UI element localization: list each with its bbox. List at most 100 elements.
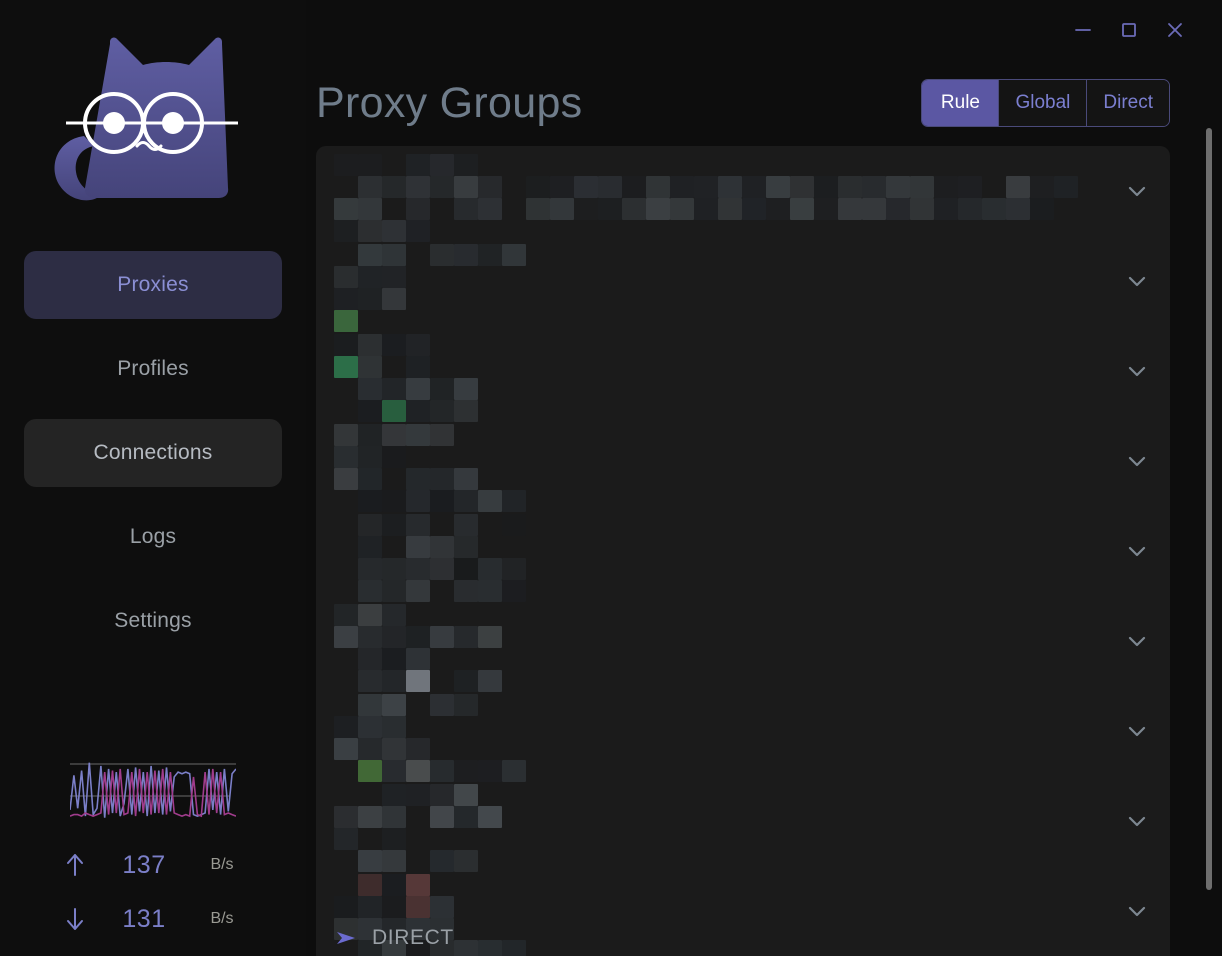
mosaic-block xyxy=(382,670,406,692)
mosaic-block xyxy=(382,244,406,266)
maximize-icon[interactable] xyxy=(1106,13,1152,47)
sidebar-item-connections[interactable]: Connections xyxy=(24,419,282,487)
mosaic-block xyxy=(862,176,886,198)
chevron-down-icon[interactable] xyxy=(1120,444,1154,478)
mosaic-block xyxy=(430,558,454,580)
censored-group-content xyxy=(334,506,1112,602)
mosaic-block xyxy=(334,220,358,242)
mode-button-rule[interactable]: Rule xyxy=(922,80,999,126)
proxy-group-list: DIRECT xyxy=(316,146,1170,956)
mosaic-block xyxy=(382,446,406,468)
mosaic-block xyxy=(382,874,406,896)
mosaic-block xyxy=(382,604,406,626)
chevron-down-icon[interactable] xyxy=(1120,174,1154,208)
mosaic-block xyxy=(406,626,430,648)
mosaic-block xyxy=(430,784,454,806)
mosaic-block xyxy=(454,378,478,400)
app-logo xyxy=(38,18,268,233)
mosaic-block xyxy=(334,626,358,648)
mosaic-block xyxy=(814,198,838,220)
sidebar-item-profiles[interactable]: Profiles xyxy=(24,335,282,403)
proxy-group-row[interactable] xyxy=(316,686,1170,782)
page-header: Proxy Groups Rule Global Direct xyxy=(306,60,1222,146)
sidebar-item-proxies[interactable]: Proxies xyxy=(24,251,282,319)
censored-group-content xyxy=(334,596,1112,692)
chevron-down-icon[interactable] xyxy=(1120,264,1154,298)
mosaic-block xyxy=(358,806,382,828)
mosaic-block xyxy=(766,176,790,198)
proxy-group-row[interactable] xyxy=(316,146,1170,242)
proxy-group-row[interactable] xyxy=(316,416,1170,512)
mosaic-block xyxy=(622,176,646,198)
minimize-icon[interactable] xyxy=(1060,13,1106,47)
upload-stat-row: 137 B/s xyxy=(53,838,253,892)
chevron-down-icon[interactable] xyxy=(1120,624,1154,658)
proxy-group-row[interactable] xyxy=(316,506,1170,602)
mosaic-block xyxy=(646,176,670,198)
close-icon[interactable] xyxy=(1152,13,1198,47)
chevron-down-icon[interactable] xyxy=(1120,354,1154,388)
mosaic-block xyxy=(430,806,454,828)
mosaic-block xyxy=(910,198,934,220)
mosaic-block xyxy=(718,176,742,198)
proxy-group-row[interactable] xyxy=(316,596,1170,692)
mosaic-block xyxy=(718,198,742,220)
mosaic-block xyxy=(526,198,550,220)
mosaic-block xyxy=(502,244,526,266)
proxy-group-row[interactable] xyxy=(316,866,1170,956)
chevron-down-icon[interactable] xyxy=(1120,534,1154,568)
mosaic-block xyxy=(406,738,430,760)
sidebar-item-logs[interactable]: Logs xyxy=(24,503,282,571)
proxy-group-row[interactable] xyxy=(316,236,1170,332)
mosaic-block xyxy=(382,828,406,850)
mosaic-block xyxy=(958,198,982,220)
mosaic-block xyxy=(478,490,502,512)
mosaic-block xyxy=(838,198,862,220)
mosaic-block xyxy=(430,154,454,176)
mosaic-block xyxy=(430,760,454,782)
list-scrollbar[interactable] xyxy=(1204,124,1214,954)
mosaic-block xyxy=(358,670,382,692)
mosaic-block xyxy=(502,940,526,956)
mosaic-block xyxy=(430,244,454,266)
mosaic-block xyxy=(526,176,550,198)
window-titlebar[interactable] xyxy=(306,0,1222,60)
sidebar-item-settings[interactable]: Settings xyxy=(24,587,282,655)
mosaic-block xyxy=(478,198,502,220)
direct-proxy-entry[interactable]: DIRECT xyxy=(334,922,454,954)
mosaic-block xyxy=(766,198,790,220)
mosaic-block xyxy=(454,244,478,266)
mosaic-block xyxy=(406,558,430,580)
mosaic-block xyxy=(358,424,382,446)
mosaic-block xyxy=(406,580,430,602)
mosaic-block xyxy=(358,940,382,956)
mosaic-block xyxy=(334,468,358,490)
mosaic-block xyxy=(406,176,430,198)
mosaic-block xyxy=(358,176,382,198)
mosaic-block xyxy=(550,176,574,198)
upload-value: 137 xyxy=(122,850,166,879)
mosaic-block xyxy=(430,468,454,490)
chevron-down-icon[interactable] xyxy=(1120,804,1154,838)
mosaic-block xyxy=(478,244,502,266)
sparkline-svg xyxy=(70,762,236,818)
mosaic-block xyxy=(358,378,382,400)
mosaic-block xyxy=(934,198,958,220)
mosaic-block xyxy=(430,176,454,198)
mosaic-block xyxy=(358,648,382,670)
chevron-down-icon[interactable] xyxy=(1120,714,1154,748)
mode-button-direct[interactable]: Direct xyxy=(1086,80,1169,126)
mosaic-block xyxy=(358,334,382,356)
proxy-group-row[interactable] xyxy=(316,326,1170,422)
scrollbar-thumb[interactable] xyxy=(1206,128,1212,890)
mosaic-block xyxy=(382,716,406,738)
mosaic-block xyxy=(454,490,478,512)
mosaic-block xyxy=(382,694,406,716)
mosaic-block xyxy=(670,176,694,198)
mosaic-block xyxy=(598,198,622,220)
mode-button-global[interactable]: Global xyxy=(998,80,1087,126)
chevron-down-icon[interactable] xyxy=(1120,894,1154,928)
mosaic-block xyxy=(430,490,454,512)
proxy-group-row[interactable] xyxy=(316,776,1170,872)
mosaic-block xyxy=(406,400,430,422)
